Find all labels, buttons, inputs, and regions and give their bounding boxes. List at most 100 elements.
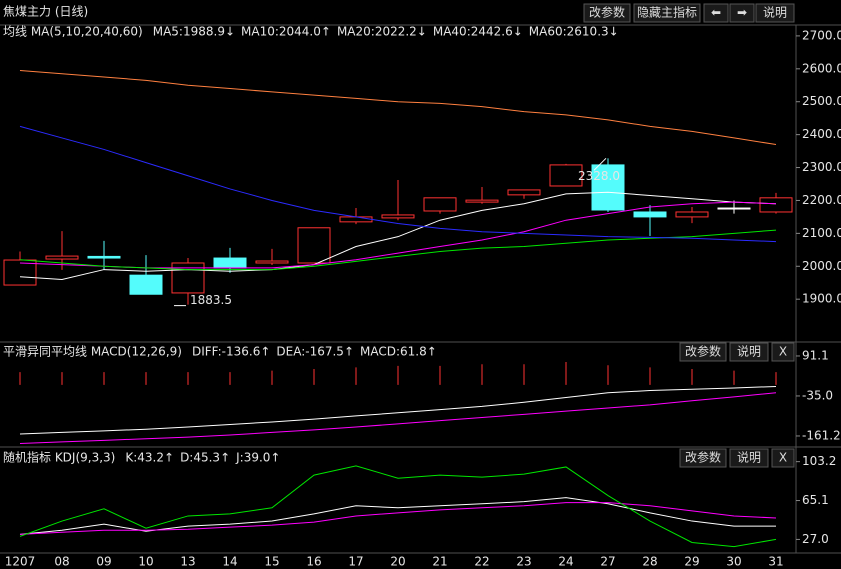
button-frame [679, 342, 727, 362]
legend-entry: MACD:61.8↑ [360, 345, 437, 359]
x-tick-label: 09 [96, 555, 111, 569]
legend-entry: MA10:2044.0↑ [241, 25, 331, 39]
button-label: 隐藏主指标 [637, 5, 697, 20]
series-line [19, 465, 777, 548]
button[interactable]: X [771, 448, 795, 468]
y-tick-label: 65.1 [802, 493, 829, 507]
y-tick-label: 91.1 [802, 348, 829, 362]
button[interactable]: 改参数 [583, 3, 631, 23]
y-tick-label: 2200.0 [802, 193, 841, 207]
button-frame [755, 3, 795, 23]
series-line [19, 385, 777, 435]
button-frame [703, 3, 729, 23]
legend-entry: K:43.2↑ [125, 451, 174, 465]
y-tick-label: 2300.0 [802, 160, 841, 174]
button-label: 说明 [737, 344, 761, 359]
legend-entry: D:45.3↑ [180, 451, 230, 465]
button-label: ⬅ [711, 6, 721, 20]
x-tick-label: 08 [54, 555, 69, 569]
annotation: 2328.0 [578, 169, 620, 183]
button[interactable]: ⬅ [703, 3, 729, 23]
x-tick-label: 17 [348, 555, 363, 569]
x-tick-label: 24 [558, 555, 573, 569]
candle-body [339, 216, 373, 223]
button[interactable]: ➡ [729, 3, 755, 23]
button[interactable]: 说明 [729, 342, 769, 362]
button-frame [771, 342, 795, 362]
candle-body [297, 227, 331, 264]
annotation-leader [593, 157, 607, 171]
y-tick-label: -35.0 [802, 388, 833, 402]
series-line [19, 497, 776, 535]
x-tick-label: 14 [222, 555, 237, 569]
button-label: 说明 [737, 450, 761, 465]
button-label: 说明 [763, 5, 787, 20]
y-tick-label: 2400.0 [802, 127, 841, 141]
y-tick-label: 2600.0 [802, 61, 841, 75]
x-tick-label: 13 [180, 555, 195, 569]
y-tick-label: 1900.0 [802, 292, 841, 306]
x-tick-label: 15 [264, 555, 279, 569]
candle-body [465, 199, 499, 203]
legend-entry: MA20:2022.2↓ [337, 25, 427, 39]
x-tick-label: 30 [726, 555, 741, 569]
indicator-title: 均线 MA(5,10,20,40,60) [3, 25, 143, 39]
y-tick-label: 2100.0 [802, 226, 841, 240]
button[interactable]: 改参数 [679, 448, 727, 468]
x-tick-label: 27 [600, 555, 615, 569]
y-tick-label: 103.2 [802, 454, 836, 468]
x-tick-label: 20 [390, 555, 405, 569]
legend-entry: MA5:1988.9↓ [153, 25, 235, 39]
candle-body [45, 255, 79, 260]
x-tick-label: 16 [306, 555, 321, 569]
candle-body [213, 257, 247, 269]
button[interactable]: 说明 [729, 448, 769, 468]
legend-entry: DEA:-167.5↑ [276, 345, 354, 359]
x-tick-label: 31 [768, 555, 783, 569]
legend-entry: MA40:2442.6↓ [433, 25, 523, 39]
series-line [19, 229, 777, 271]
candle-body [549, 164, 583, 187]
y-tick-label: 2000.0 [802, 259, 841, 273]
button-label: 改参数 [589, 5, 625, 20]
x-tick-label: 1207 [5, 555, 36, 569]
legend-entry: MA60:2610.3↓ [529, 25, 619, 39]
x-tick-label: 29 [684, 555, 699, 569]
legend-entry: J:39.0↑ [235, 451, 280, 465]
candle-body [675, 211, 709, 218]
button[interactable]: 隐藏主指标 [633, 3, 701, 23]
x-tick-label: 23 [516, 555, 531, 569]
y-tick-label: 2500.0 [802, 94, 841, 108]
button[interactable]: 改参数 [679, 342, 727, 362]
button-frame [729, 448, 769, 468]
candle-body [591, 164, 625, 211]
y-tick-label: 27.0 [802, 532, 829, 546]
legend-entry: DIFF:-136.6↑ [192, 345, 270, 359]
button-label: ➡ [737, 6, 747, 20]
button-label: 改参数 [685, 344, 721, 359]
indicator-title: 随机指标 KDJ(9,3,3) [3, 450, 115, 465]
candle-body [507, 189, 541, 196]
y-tick-label: 2700.0 [802, 28, 841, 42]
button-frame [679, 448, 727, 468]
button[interactable]: 说明 [755, 3, 795, 23]
button-label: X [779, 451, 787, 465]
y-tick-label: -161.2 [802, 428, 841, 442]
series-line [19, 392, 777, 445]
x-tick-label: 21 [432, 555, 447, 569]
button-label: X [779, 345, 787, 359]
candle-body [129, 274, 163, 295]
button-frame [583, 3, 631, 23]
series-line [19, 191, 777, 280]
indicator-title: 平滑异同平均线 MACD(12,26,9) [3, 345, 182, 359]
button-frame [729, 342, 769, 362]
series-line [19, 69, 777, 145]
candle-body [87, 255, 121, 259]
series-line [19, 502, 777, 535]
button-label: 改参数 [685, 450, 721, 465]
candle-body [381, 214, 415, 219]
candle-body [255, 260, 289, 264]
button-frame [633, 3, 701, 23]
button[interactable]: X [771, 342, 795, 362]
